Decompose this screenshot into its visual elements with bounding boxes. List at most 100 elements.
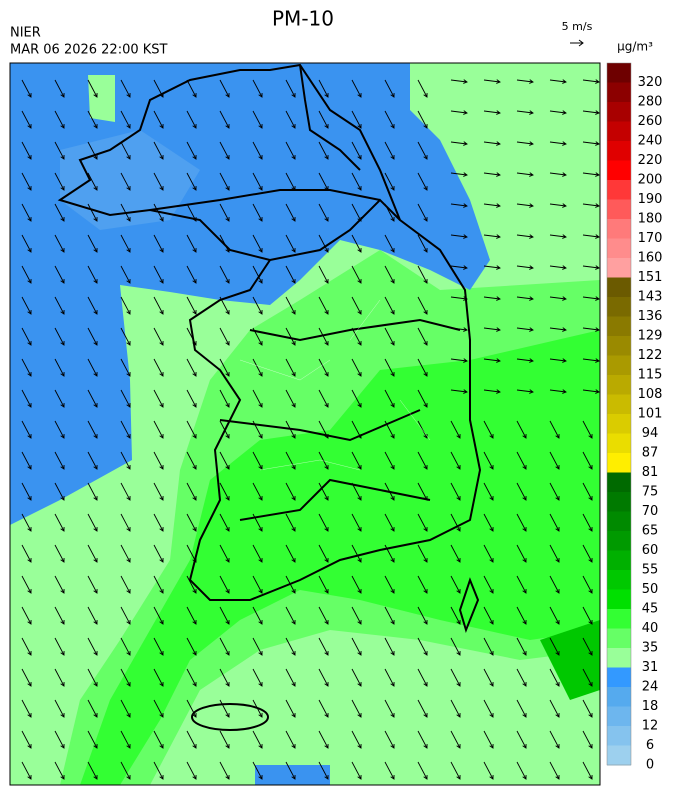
wind-arrow: [54, 451, 65, 470]
wind-arrow: [582, 420, 593, 439]
wind-arrow: [21, 358, 32, 377]
wind-arrow: [384, 575, 395, 594]
wind-arrow: [54, 358, 65, 377]
wind-arrow: [582, 358, 600, 363]
wind-arrow: [516, 451, 527, 470]
wind-arrow: [285, 482, 296, 501]
wind-arrow: [120, 606, 131, 625]
wind-arrow: [219, 606, 230, 625]
wind-arrow: [219, 513, 230, 532]
colorbar-label: 129: [638, 329, 663, 344]
wind-arrow: [21, 79, 32, 98]
colorbar-label: 24: [642, 680, 659, 695]
wind-arrow: [87, 389, 98, 408]
wind-arrow: [516, 389, 534, 394]
datetime: MAR 06 2026 22:00 KST: [10, 43, 168, 58]
wind-arrow: [450, 482, 461, 501]
wind-arrow: [285, 296, 296, 315]
wind-arrow: [549, 513, 560, 532]
wind-arrow: [120, 668, 131, 687]
wind-arrow: [384, 389, 395, 408]
wind-arrow: [417, 606, 428, 625]
wind-arrow: [87, 730, 98, 749]
colorbar-label: 115: [638, 368, 663, 383]
wind-arrow: [417, 668, 428, 687]
wind-arrow: [318, 544, 329, 563]
wind-arrow: [153, 730, 164, 749]
wind-arrow: [450, 668, 461, 687]
wind-arrow: [186, 296, 197, 315]
wind-arrow: [417, 327, 428, 346]
wind-arrow: [351, 389, 362, 408]
map-frame: [9, 62, 601, 786]
wind-arrow: [54, 761, 65, 780]
wind-arrow: [483, 79, 501, 84]
wind-arrow: [318, 482, 329, 501]
wind-arrow: [549, 606, 560, 625]
colorbar-swatch: [607, 531, 631, 551]
colorbar-swatch: [607, 277, 631, 298]
colorbar-swatch: [607, 667, 631, 688]
wind-arrow: [549, 482, 560, 501]
wind-arrow: [252, 606, 263, 625]
wind-arrow: [219, 110, 230, 129]
wind-arrow: [384, 296, 395, 315]
wind-arrow: [186, 141, 197, 160]
wind-arrow: [186, 265, 197, 284]
wind-arrow: [87, 327, 98, 346]
wind-arrow: [582, 389, 600, 394]
wind-arrow: [54, 637, 65, 656]
wind-arrow: [186, 575, 197, 594]
wind-arrow: [54, 730, 65, 749]
wind-arrow: [351, 482, 362, 501]
wind-arrow: [186, 389, 197, 408]
wind-arrow: [219, 141, 230, 160]
wind-arrow: [87, 420, 98, 439]
wind-arrow: [54, 699, 65, 718]
wind-arrow: [384, 513, 395, 532]
wind-arrow: [87, 699, 98, 718]
wind-arrow: [351, 730, 362, 749]
wind-arrow: [516, 761, 527, 780]
wind-arrow: [21, 296, 32, 315]
wind-arrow: [549, 544, 560, 563]
colorbar-label: 18: [642, 699, 659, 714]
wind-arrow: [582, 296, 600, 301]
wind-arrow: [351, 358, 362, 377]
colorbar-label: 60: [642, 543, 659, 558]
wind-arrow: [582, 265, 600, 270]
wind-arrow: [21, 482, 32, 501]
wind-arrow: [516, 699, 527, 718]
wind-arrow: [285, 389, 296, 408]
wind-arrow: [54, 172, 65, 191]
wind-arrow: [87, 141, 98, 160]
wind-arrow: [483, 637, 494, 656]
wind-arrow: [21, 544, 32, 563]
field-patch: [88, 75, 115, 122]
colorbar-label: 75: [642, 485, 659, 500]
wind-arrow: [21, 668, 32, 687]
wind-arrow: [549, 296, 567, 301]
wind-arrow: [87, 451, 98, 470]
wind-arrow: [417, 544, 428, 563]
wind-arrow: [87, 606, 98, 625]
wind-arrow: [351, 234, 362, 253]
wind-arrow: [21, 141, 32, 160]
wind-arrow: [120, 699, 131, 718]
colorbar-swatch: [607, 63, 631, 83]
colorbar-swatch: [607, 589, 631, 610]
wind-scale-arrow: [570, 39, 584, 47]
wind-arrow: [351, 637, 362, 656]
colorbar-label: 81: [642, 465, 659, 480]
colorbar-label: 55: [642, 563, 659, 578]
wind-arrow: [285, 358, 296, 377]
wind-arrow: [252, 575, 263, 594]
wind-arrow: [549, 730, 560, 749]
wind-arrow: [153, 296, 164, 315]
wind-arrow: [120, 482, 131, 501]
wind-arrow: [483, 327, 501, 332]
wind-arrow: [285, 513, 296, 532]
wind-arrow: [153, 110, 164, 129]
wind-arrow: [285, 110, 296, 129]
